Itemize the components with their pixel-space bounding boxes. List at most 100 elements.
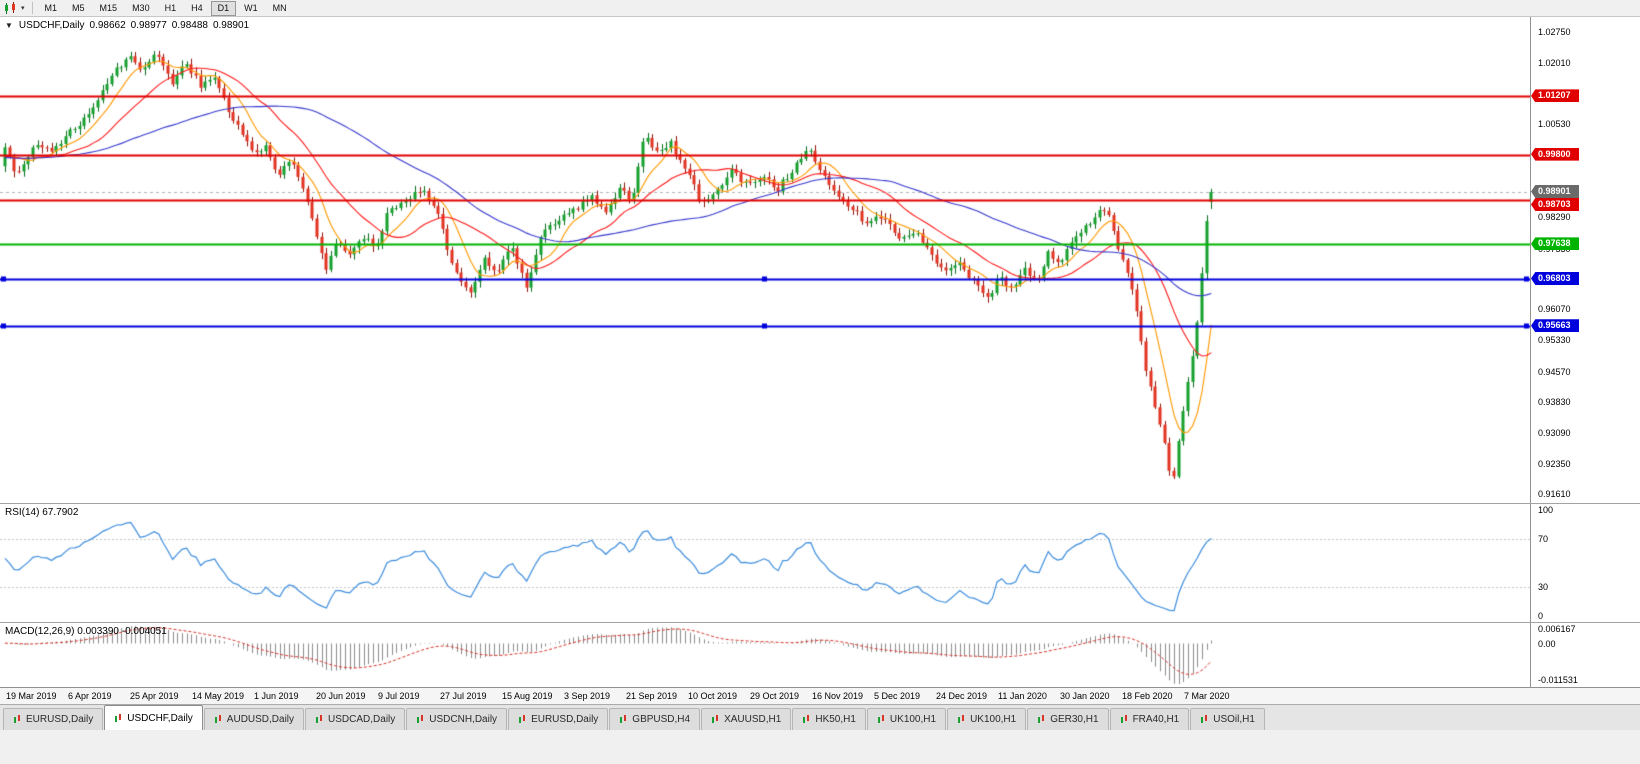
rsi-axis-tick: 30 <box>1538 581 1549 592</box>
chart-tab-ger30-h1[interactable]: GER30,H1 <box>1027 708 1109 730</box>
date-label: 10 Oct 2019 <box>688 691 738 701</box>
price-axis-tick: 1.00530 <box>1538 119 1571 130</box>
chart-tab-hk50-h1[interactable]: HK50,H1 <box>792 708 866 730</box>
date-label: 14 May 2019 <box>192 691 245 701</box>
price-tag: 0.96803 <box>1531 271 1579 285</box>
time-axis[interactable]: 19 Mar 2019 6 Apr 2019 25 Apr 2019 14 May 2… <box>0 687 1640 704</box>
chart-tab-label: FRA40,H1 <box>1132 714 1180 725</box>
chart-tab-label: XAUUSD,H1 <box>724 714 782 725</box>
window-filler <box>0 730 1640 764</box>
macd-indicator-panel: MACD(12,26,9) 0.003390 -0.004051 0.00616… <box>0 622 1640 687</box>
timeframe-button-h4[interactable]: H4 <box>184 1 210 16</box>
macd-axis-tick: -0.011531 <box>1538 675 1578 685</box>
chart-tab-audusd-daily[interactable]: AUDUSD,Daily <box>203 708 305 730</box>
rsi-indicator-panel: RSI(14) 67.7902 100 70 30 0 <box>0 503 1640 622</box>
macd-plot[interactable]: MACD(12,26,9) 0.003390 -0.004051 <box>0 623 1530 687</box>
chart-window-icon <box>711 715 720 724</box>
date-label: 7 Mar 2020 <box>1184 691 1230 701</box>
chart-tab-fra40-h1[interactable]: FRA40,H1 <box>1109 708 1190 730</box>
chart-tab-bar: EURUSD,Daily USDCHF,Daily AUDUSD,Daily USDC… <box>0 704 1640 730</box>
main-chart-panel: ▼ USDCHF,Daily 0.98662 0.98977 0.98488 0… <box>0 17 1640 503</box>
chart-tab-usoil-h1[interactable]: USOil,H1 <box>1190 708 1265 730</box>
chart-tab-uk100-h1[interactable]: UK100,H1 <box>866 708 947 730</box>
timeframe-toolbar: ▾ M1 M5 M15 M30 H1 H4 D1 W1 MN <box>0 0 1640 17</box>
toolbar-separator <box>31 2 33 14</box>
rsi-axis[interactable]: 100 70 30 0 <box>1530 504 1640 622</box>
timeframe-button-d1[interactable]: D1 <box>210 0 237 16</box>
date-label: 20 Jun 2019 <box>316 691 366 701</box>
chart-tab-eurusd-daily[interactable]: EURUSD,Daily <box>508 708 609 730</box>
price-axis-tick: 1.02010 <box>1538 58 1571 69</box>
chart-window-icon <box>416 715 425 724</box>
date-label: 15 Aug 2019 <box>502 691 553 701</box>
chart-window-icon <box>214 715 223 724</box>
chevron-down-icon[interactable]: ▾ <box>21 5 25 12</box>
chart-window-icon <box>315 715 324 724</box>
date-label: 16 Nov 2019 <box>812 691 864 701</box>
chart-tab-label: EURUSD,Daily <box>531 714 599 725</box>
macd-axis-tick: 0.006167 <box>1538 624 1576 634</box>
rsi-plot[interactable]: RSI(14) 67.7902 <box>0 504 1530 622</box>
date-label: 19 Mar 2019 <box>6 691 57 701</box>
price-axis-tick: 0.93830 <box>1538 397 1571 408</box>
rsi-axis-tick: 70 <box>1538 534 1549 545</box>
price-axis-tick: 0.92350 <box>1538 458 1571 469</box>
chart-window-icon <box>877 715 886 724</box>
macd-axis[interactable]: 0.006167 0.00 -0.011531 <box>1530 623 1640 687</box>
candlestick-glyph <box>5 1 15 14</box>
date-label: 5 Dec 2019 <box>874 691 921 701</box>
chart-tab-label: UK100,H1 <box>970 714 1017 725</box>
chart-tab-label: USDCHF,Daily <box>127 712 193 724</box>
date-label: 30 Jan 2020 <box>1060 691 1110 701</box>
chart-tab-xauusd-h1[interactable]: XAUUSD,H1 <box>701 708 792 730</box>
price-axis-tick: 0.95330 <box>1538 335 1571 346</box>
chart-window-icon <box>1200 715 1209 724</box>
timeframe-buttons: M1 M5 M15 M30 H1 H4 D1 W1 MN <box>38 0 294 16</box>
timeframe-button-h1[interactable]: H1 <box>158 1 184 16</box>
date-label: 24 Dec 2019 <box>936 691 988 701</box>
chart-window-icon <box>518 715 527 724</box>
rsi-canvas[interactable] <box>0 504 1530 622</box>
rsi-axis-tick: 0 <box>1538 611 1544 621</box>
date-label: 1 Jun 2019 <box>254 691 299 701</box>
candlestick-chart-icon[interactable] <box>3 1 18 15</box>
timeframe-button-m5[interactable]: M5 <box>65 1 92 16</box>
macd-canvas[interactable] <box>0 623 1530 687</box>
price-tag: 0.95663 <box>1531 319 1579 333</box>
chart-tab-label: USDCAD,Daily <box>328 714 396 725</box>
chart-window-icon <box>802 715 811 724</box>
chart-window-icon <box>957 715 966 724</box>
main-price-axis[interactable]: 1.027501.020101.005300.982900.975300.960… <box>1530 17 1640 503</box>
price-axis-tick: 0.98290 <box>1538 212 1571 223</box>
main-chart-plot[interactable]: ▼ USDCHF,Daily 0.98662 0.98977 0.98488 0… <box>0 17 1530 503</box>
price-tag: 0.97638 <box>1531 237 1579 251</box>
price-tag: 0.99800 <box>1531 147 1579 161</box>
chart-tab-gbpusd-h4[interactable]: GBPUSD,H4 <box>609 708 701 730</box>
date-label: 25 Apr 2019 <box>130 691 179 701</box>
chart-tab-usdchf-daily[interactable]: USDCHF,Daily <box>104 705 203 730</box>
timeframe-button-mn[interactable]: MN <box>266 1 294 16</box>
timeframe-button-w1[interactable]: W1 <box>237 1 265 16</box>
price-tag: 0.98901 <box>1531 184 1579 198</box>
timeframe-button-m1[interactable]: M1 <box>38 1 65 16</box>
chart-tab-usdcad-daily[interactable]: USDCAD,Daily <box>305 708 406 730</box>
chart-tab-uk100-h1[interactable]: UK100,H1 <box>947 708 1027 730</box>
chart-window-icon <box>619 715 628 724</box>
main-chart-canvas[interactable] <box>0 17 1530 503</box>
price-tag: 0.98703 <box>1531 197 1579 211</box>
chart-tab-label: USDCNH,Daily <box>429 714 498 725</box>
date-label: 18 Feb 2020 <box>1122 691 1173 701</box>
chart-tab-label: USOil,H1 <box>1213 714 1255 725</box>
chart-tab-eurusd-daily[interactable]: EURUSD,Daily <box>3 708 104 730</box>
date-label: 29 Oct 2019 <box>750 691 800 701</box>
price-axis-tick: 1.02750 <box>1538 27 1571 38</box>
chart-window-icon <box>114 713 123 723</box>
chart-tab-label: GER30,H1 <box>1050 714 1099 725</box>
timeframe-button-m15[interactable]: M15 <box>93 1 125 16</box>
date-label: 3 Sep 2019 <box>564 691 611 701</box>
timeframe-button-m30[interactable]: M30 <box>125 1 157 16</box>
rsi-axis-tick: 100 <box>1538 505 1554 515</box>
chart-tab-label: UK100,H1 <box>889 714 937 725</box>
chart-tab-usdcnh-daily[interactable]: USDCNH,Daily <box>406 708 508 730</box>
